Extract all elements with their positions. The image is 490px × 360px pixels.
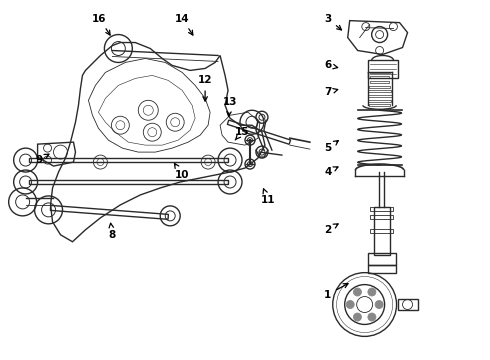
Bar — [370, 207, 393, 211]
Bar — [369, 86, 391, 87]
Text: 5: 5 — [324, 141, 338, 153]
Bar — [369, 72, 390, 73]
Circle shape — [353, 288, 362, 296]
Text: 12: 12 — [198, 75, 212, 101]
Bar — [368, 100, 391, 102]
Bar — [368, 265, 395, 273]
Bar — [368, 95, 392, 97]
Circle shape — [353, 313, 362, 321]
Bar — [370, 76, 389, 78]
Circle shape — [368, 313, 376, 321]
Bar — [374, 207, 390, 255]
Bar — [368, 60, 397, 78]
Text: 11: 11 — [261, 189, 275, 205]
Bar — [370, 229, 393, 233]
Bar — [368, 90, 391, 92]
Text: 10: 10 — [174, 163, 190, 180]
Bar — [370, 215, 393, 219]
Text: 8: 8 — [109, 223, 116, 240]
Text: 13: 13 — [223, 97, 237, 116]
Text: 6: 6 — [324, 60, 338, 71]
Text: 3: 3 — [324, 14, 342, 30]
Text: 2: 2 — [324, 224, 338, 235]
Text: 15: 15 — [235, 127, 249, 140]
Text: 9: 9 — [35, 154, 49, 165]
Text: 14: 14 — [175, 14, 193, 35]
Circle shape — [368, 288, 376, 296]
Text: 7: 7 — [324, 87, 338, 97]
Text: 1: 1 — [324, 284, 348, 300]
Bar — [369, 104, 391, 106]
Bar — [370, 81, 390, 83]
Bar — [368, 253, 395, 265]
Text: 4: 4 — [324, 167, 338, 177]
Circle shape — [375, 301, 383, 309]
Circle shape — [346, 301, 354, 309]
Bar — [397, 298, 417, 310]
Text: 16: 16 — [92, 14, 110, 35]
